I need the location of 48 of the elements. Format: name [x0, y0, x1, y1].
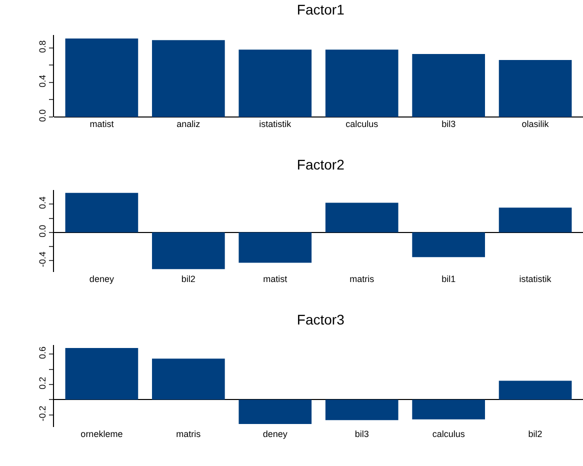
y-tick-label: 0.0 [37, 109, 48, 122]
bar [325, 50, 398, 117]
x-tick-label: deney [89, 274, 114, 284]
bar [65, 192, 138, 232]
x-tick-label: bil2 [181, 274, 196, 284]
bar [412, 54, 485, 117]
x-tick-label: ornekleme [80, 429, 123, 439]
y-tick-label: 0.2 [37, 376, 48, 390]
bar [498, 208, 572, 232]
x-tick-label: deney [262, 429, 288, 439]
y-tick-label: 0.6 [37, 346, 48, 360]
x-tick-label: calculus [432, 429, 466, 439]
x-tick-label: bil3 [442, 119, 456, 129]
x-tick-label: matist [263, 274, 288, 284]
y-tick-label: 0.8 [37, 40, 48, 53]
bar [412, 400, 485, 420]
y-tick-label: 0.4 [37, 74, 48, 88]
bar [325, 400, 398, 420]
x-tick-label: calculus [346, 119, 379, 129]
bar [152, 358, 225, 400]
x-tick-label: bil1 [442, 274, 456, 284]
bar [65, 348, 138, 400]
bar [65, 38, 138, 117]
bar [238, 232, 312, 263]
x-tick-label: bil3 [354, 429, 369, 439]
x-tick-label: matris [176, 429, 202, 439]
chart-title: Factor3 [296, 311, 345, 328]
y-tick-label: -0.4 [37, 252, 48, 268]
x-tick-label: istatistik [519, 274, 552, 284]
bar [152, 232, 225, 270]
x-tick-label: analiz [176, 119, 201, 129]
y-tick-label: -0.2 [37, 406, 48, 422]
bar [238, 400, 312, 424]
x-tick-label: matris [350, 274, 375, 284]
bar [325, 202, 398, 232]
y-tick-label: 0.0 [37, 224, 48, 238]
x-tick-label: bil2 [528, 429, 542, 439]
bar [152, 40, 225, 117]
y-tick-label: 0.4 [37, 196, 48, 210]
x-tick-label: olasilik [522, 119, 550, 129]
chart-title: Factor2 [296, 156, 345, 172]
x-tick-label: matist [90, 119, 114, 129]
x-tick-label: istatistik [259, 119, 292, 129]
chart-title: Factor1 [296, 1, 345, 18]
bar [412, 232, 485, 258]
bar [498, 380, 572, 400]
bar [238, 50, 312, 117]
bar [498, 60, 572, 117]
